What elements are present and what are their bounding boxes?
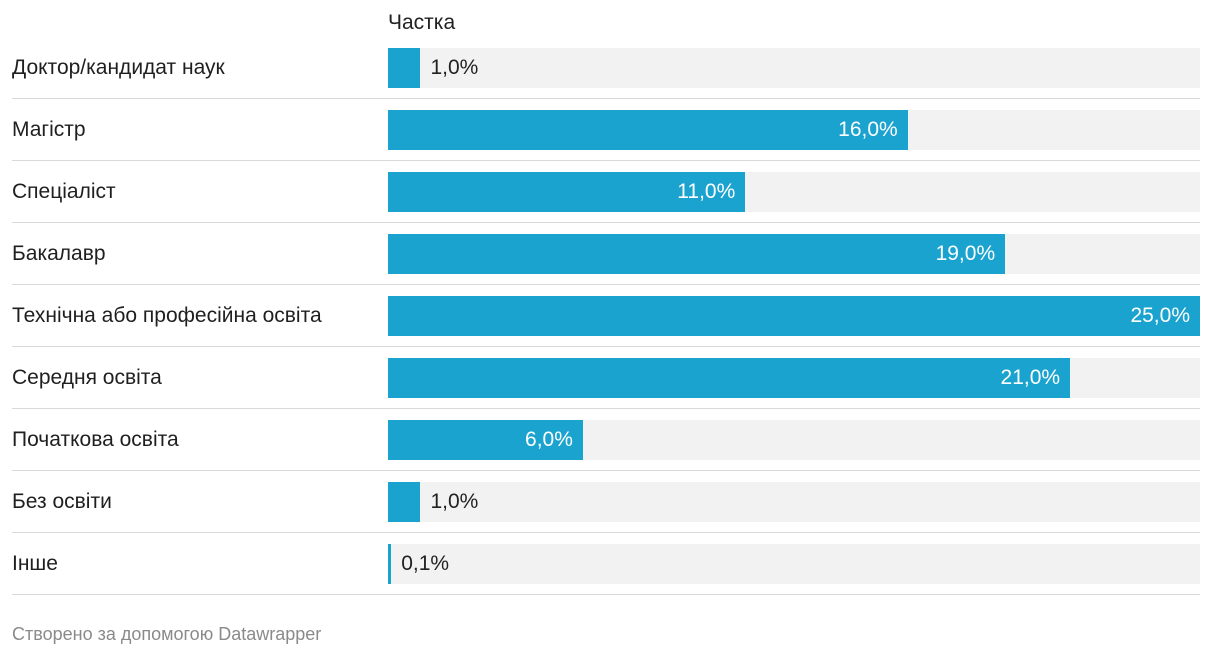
bar: [388, 482, 421, 522]
bar-track: 19,0%: [388, 234, 1200, 274]
category-label: Без освіти: [12, 490, 112, 513]
bar-track: 1,0%: [388, 482, 1200, 522]
bar: [388, 48, 421, 88]
category-label: Доктор/кандидат наук: [12, 56, 225, 79]
category-label: Магістр: [12, 118, 86, 141]
value-label: 11,0%: [677, 180, 736, 203]
bar: [388, 234, 1006, 274]
row-separator: [12, 594, 1200, 595]
bar-track: 1,0%: [388, 48, 1200, 88]
chart-row: Початкова освіта 6,0%: [0, 409, 1200, 471]
chart-row: Бакалавр 19,0%: [0, 223, 1200, 285]
value-label: 1,0%: [430, 490, 479, 513]
bar: [388, 420, 583, 460]
chart-row: Без освіти 1,0%: [0, 471, 1200, 533]
value-label: 1,0%: [430, 56, 479, 79]
chart-row: Середня освіта 21,0%: [0, 347, 1200, 409]
bar: [388, 172, 746, 212]
value-label: 0,1%: [401, 552, 450, 575]
chart-row: Технічна або професійна освіта 25,0%: [0, 285, 1200, 347]
category-label: Інше: [12, 552, 58, 575]
chart-row: Доктор/кандидат наук 1,0%: [0, 37, 1200, 99]
value-label: 6,0%: [525, 428, 573, 451]
bar-track: 16,0%: [388, 110, 1200, 150]
bar-track: 21,0%: [388, 358, 1200, 398]
row-separator: [12, 470, 1200, 471]
category-label: Спеціаліст: [12, 180, 116, 203]
value-label: 19,0%: [935, 242, 996, 265]
bar-track: 0,1%: [388, 544, 1200, 584]
bar-track: 25,0%: [388, 296, 1200, 336]
bar-track: 11,0%: [388, 172, 1200, 212]
row-separator: [12, 160, 1200, 161]
footer-credit: Створено за допомогою Datawrapper: [12, 624, 322, 644]
category-label: Початкова освіта: [12, 428, 179, 451]
category-label: Технічна або професійна освіта: [12, 304, 322, 327]
chart-row: Інше 0,1%: [0, 533, 1200, 595]
category-label: Бакалавр: [12, 242, 106, 265]
category-label: Середня освіта: [12, 366, 162, 389]
row-separator: [12, 222, 1200, 223]
value-label: 21,0%: [1000, 366, 1061, 389]
bar: [388, 296, 1200, 336]
row-separator: [12, 408, 1200, 409]
row-separator: [12, 98, 1200, 99]
chart-row: Магістр 16,0%: [0, 99, 1200, 161]
column-header: Частка: [388, 11, 456, 34]
bar: [388, 544, 392, 584]
value-label: 16,0%: [838, 118, 898, 141]
chart-row: Спеціаліст 11,0%: [0, 161, 1200, 223]
value-label: 25,0%: [1130, 304, 1190, 327]
bar-track: 6,0%: [388, 420, 1200, 460]
bar: [388, 358, 1071, 398]
row-separator: [12, 532, 1200, 533]
row-separator: [12, 284, 1200, 285]
bar: [388, 110, 908, 150]
row-separator: [12, 346, 1200, 347]
